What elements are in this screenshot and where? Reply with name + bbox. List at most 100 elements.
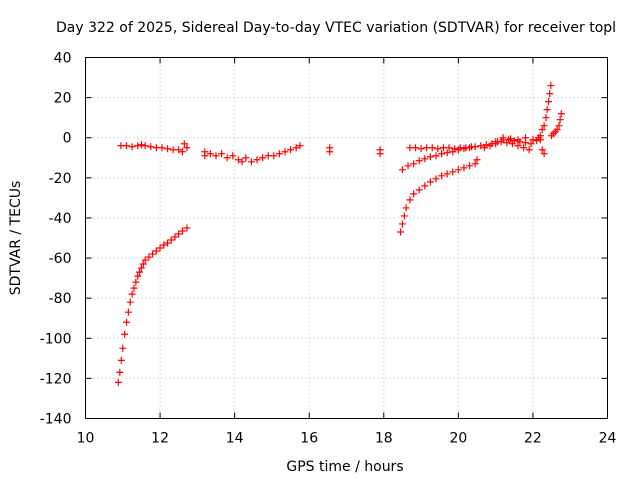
data-point: [212, 152, 220, 160]
data-point: [507, 135, 515, 143]
data-point: [426, 178, 434, 186]
data-point: [229, 152, 237, 160]
data-point: [281, 148, 289, 156]
data-point: [397, 228, 405, 236]
data-point: [426, 153, 434, 161]
y-tick-label: -80: [49, 291, 72, 307]
data-point: [139, 260, 147, 268]
y-tick-label: -120: [40, 371, 72, 387]
data-point: [147, 143, 155, 151]
axis-ticks: [85, 57, 608, 419]
x-tick-label: 14: [226, 431, 244, 447]
data-point: [492, 138, 500, 146]
data-point: [546, 90, 554, 98]
data-point: [557, 110, 565, 118]
data-point: [134, 272, 142, 280]
data-point: [275, 150, 283, 158]
x-tick-label: 12: [151, 431, 169, 447]
grid: [85, 57, 608, 419]
plot-frame: [85, 57, 608, 419]
data-point: [206, 150, 214, 158]
data-point: [123, 318, 131, 326]
data-point: [167, 236, 175, 244]
y-tick-label: -60: [49, 251, 72, 267]
data-point: [128, 143, 136, 151]
data-point: [296, 142, 304, 150]
data-point: [460, 164, 468, 172]
data-point: [287, 146, 295, 154]
data-point: [164, 145, 172, 153]
data-point: [326, 148, 334, 156]
data-point: [553, 126, 561, 134]
data-point: [145, 253, 153, 261]
data-point: [467, 143, 475, 151]
data-point: [538, 126, 546, 134]
data-point: [438, 172, 446, 180]
data-point: [443, 170, 451, 178]
data-point: [499, 134, 507, 142]
data-point: [183, 144, 191, 152]
y-tick-label: -140: [40, 412, 72, 428]
data-point: [128, 290, 136, 298]
data-point: [540, 150, 548, 158]
data-point: [404, 162, 412, 170]
data-point: [158, 144, 166, 152]
data-point: [223, 154, 231, 162]
data-point: [117, 356, 125, 364]
data-point: [521, 134, 529, 142]
data-point: [415, 186, 423, 194]
data-point: [156, 244, 164, 252]
data-point: [477, 142, 485, 150]
data-point: [398, 166, 406, 174]
data-point: [134, 142, 142, 150]
y-tick-label: -100: [40, 331, 72, 347]
data-point: [417, 145, 425, 153]
data-point: [292, 144, 300, 152]
data-point: [183, 224, 191, 232]
y-tick-label: -20: [49, 171, 72, 187]
data-point: [525, 146, 533, 154]
data-point: [121, 330, 129, 338]
data-point: [421, 155, 429, 163]
x-tick-label: 20: [449, 431, 467, 447]
data-point: [132, 278, 140, 286]
data-point: [218, 150, 226, 158]
data-point: [270, 152, 278, 160]
data-point: [178, 227, 186, 235]
data-point: [555, 122, 563, 130]
data-point: [400, 212, 408, 220]
x-tick-label: 18: [375, 431, 393, 447]
data-point: [253, 156, 261, 164]
data-point: [402, 204, 410, 212]
data-point: [473, 156, 481, 164]
data-point: [543, 106, 551, 114]
data-point: [175, 230, 183, 238]
data-point: [542, 114, 550, 122]
data-point: [428, 144, 436, 152]
data-point: [462, 144, 470, 152]
data-point: [137, 264, 145, 272]
data-point: [126, 298, 134, 306]
data-point: [514, 136, 522, 144]
x-tick-label: 10: [77, 431, 95, 447]
data-point: [536, 132, 544, 140]
data-point: [398, 220, 406, 228]
y-tick-label: 0: [63, 131, 72, 147]
data-point: [432, 152, 440, 160]
data-point: [471, 160, 479, 168]
data-point: [451, 145, 459, 153]
data-point: [545, 98, 553, 106]
data-point: [171, 233, 179, 241]
data-point: [538, 146, 546, 154]
data-point: [540, 122, 548, 130]
data-point: [238, 158, 246, 166]
data-point: [547, 82, 555, 90]
data-point: [136, 268, 144, 276]
y-tick-labels: -140 -120 -100 -80 -60 -40 -20 0 20 40: [40, 51, 72, 428]
data-point: [421, 182, 429, 190]
data-point: [247, 158, 255, 166]
data-point: [406, 196, 414, 204]
data-point: [259, 154, 267, 162]
chart-title: Day 322 of 2025, Sidereal Day-to-day VTE…: [56, 20, 616, 36]
